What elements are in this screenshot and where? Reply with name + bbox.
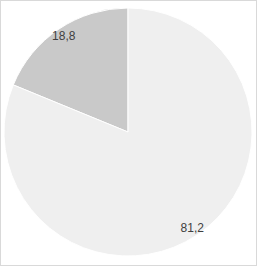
svg-text:18,8: 18,8 (52, 29, 76, 43)
svg-text:81,2: 81,2 (181, 221, 205, 235)
